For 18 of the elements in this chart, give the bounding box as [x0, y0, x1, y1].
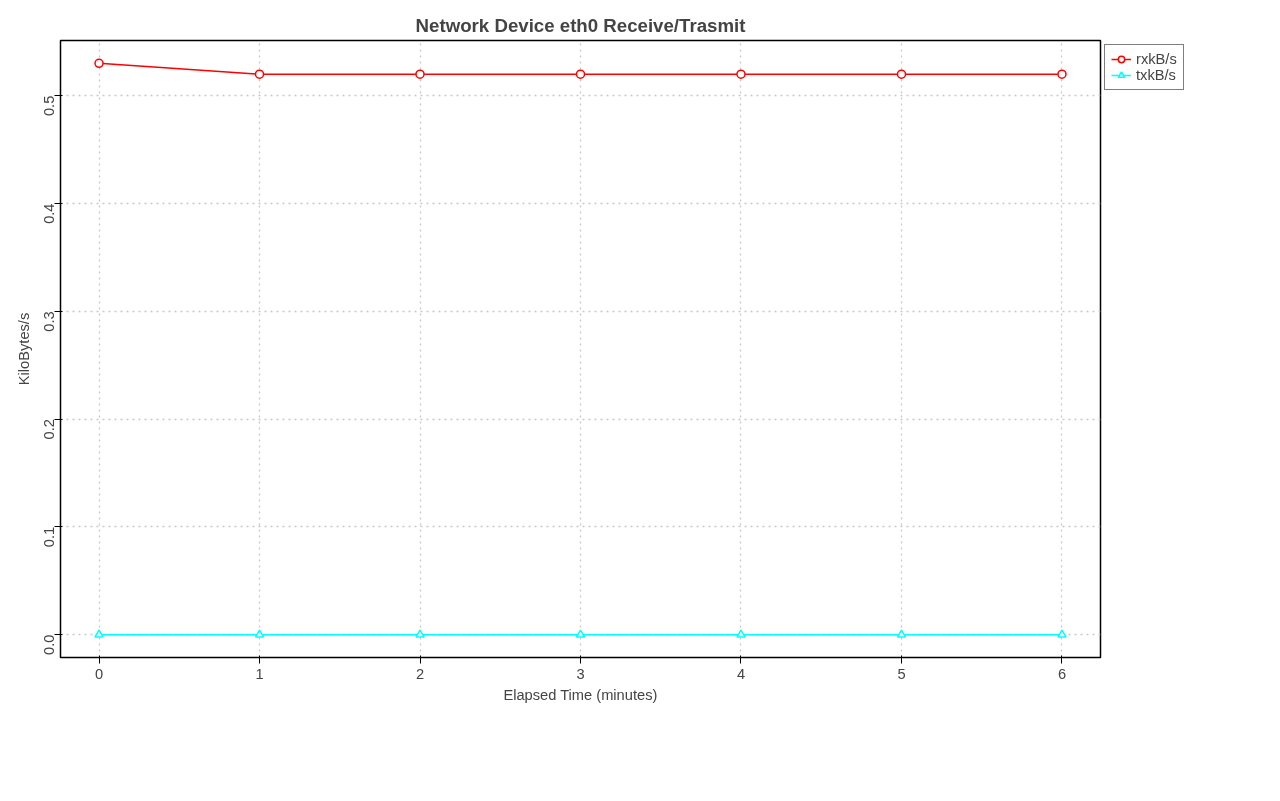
x-tick-label: 0 — [94, 665, 104, 682]
x-tick-label: 6 — [1057, 665, 1067, 682]
legend-label: rxkB/s — [1136, 51, 1177, 67]
y-tick-label: 0.2 — [41, 419, 58, 440]
y-tick-label: 0.3 — [41, 311, 58, 332]
y-tick-label: 0.0 — [41, 634, 58, 656]
x-axis-title: Elapsed Time (minutes) — [503, 686, 658, 703]
y-tick-label: 0.4 — [41, 203, 58, 224]
chart-title: Network Device eth0 Receive/Trasmit — [415, 14, 746, 36]
legend-label: txkB/s — [1136, 67, 1176, 83]
y-axis-title: KiloBytes/s — [15, 312, 32, 386]
y-tick-label: 0.1 — [41, 526, 58, 548]
x-tick-label: 2 — [415, 665, 425, 682]
y-tick-label: 0.5 — [41, 95, 58, 117]
x-tick-label: 3 — [576, 665, 585, 682]
x-tick-label: 1 — [255, 665, 264, 682]
x-tick-label: 4 — [736, 665, 746, 682]
x-tick-label: 5 — [897, 665, 906, 682]
